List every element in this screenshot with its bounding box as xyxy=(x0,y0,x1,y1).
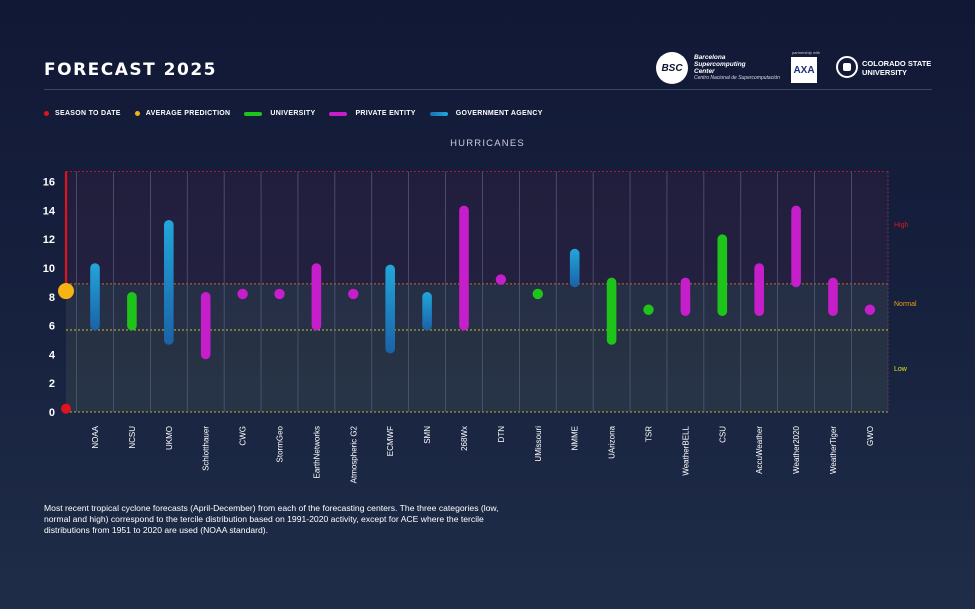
x-tick-label: UArizona xyxy=(608,425,617,458)
x-tick-label: 268Wx xyxy=(460,426,469,451)
forecast-range-accuweather xyxy=(754,263,764,316)
y-tick-label: 2 xyxy=(49,378,55,390)
x-tick-label: Weather2020 xyxy=(792,425,801,473)
average-prediction-marker xyxy=(58,283,74,300)
bsc-logo-mark: BSC xyxy=(656,52,688,84)
forecast-point-atmospheric-g2 xyxy=(348,288,359,300)
season-to-date-swatch xyxy=(44,111,49,116)
band-high xyxy=(66,171,888,284)
forecast-point-gwo xyxy=(864,304,876,315)
bsc-logo: BSC Barcelona Supercomputing Center Cent… xyxy=(656,52,780,84)
legend-item-average-prediction: AVERAGE PREDICTION xyxy=(134,110,231,117)
csu-logo-text: COLORADO STATE UNIVERSITY xyxy=(862,59,932,77)
band-label-low: Low xyxy=(894,366,908,373)
forecast-range-268wx xyxy=(459,205,469,331)
x-tick-label: DTN xyxy=(497,426,506,443)
bsc-line1: Barcelona xyxy=(694,54,726,61)
band-low xyxy=(66,329,888,412)
forecast-range-csu xyxy=(717,234,728,316)
y-tick-label: 10 xyxy=(43,263,55,275)
y-tick-label: 4 xyxy=(49,349,56,361)
axa-mark: AXA xyxy=(791,57,817,83)
x-tick-label: WeatherBELL xyxy=(681,425,690,475)
private-entity-swatch xyxy=(329,111,348,116)
university-swatch xyxy=(244,111,263,116)
legend-label: SEASON TO DATE xyxy=(55,110,121,117)
x-tick-label: GWO xyxy=(866,426,875,446)
forecast-range-weathertiger xyxy=(828,277,838,316)
season-to-date-marker xyxy=(61,403,71,414)
x-tick-label: NCSU xyxy=(128,426,137,449)
y-tick-label: 6 xyxy=(49,321,55,333)
x-tick-label: WeatherTiger xyxy=(829,426,838,474)
legend-item-private-entity: PRIVATE ENTITY xyxy=(329,110,415,117)
forecast-range-weatherbell xyxy=(680,277,691,316)
forecast-range-earthnetworks xyxy=(311,263,322,331)
y-tick-label: 14 xyxy=(43,205,56,217)
header-divider xyxy=(44,89,932,90)
x-tick-label: AccuWeather xyxy=(755,426,764,474)
bsc-line4: Centro Nacional de Supercomputación xyxy=(694,75,780,81)
x-tick-label: Schlotthauer xyxy=(202,426,211,471)
x-tick-label: UKMO xyxy=(165,426,174,450)
forecast-range-ncsu xyxy=(127,292,137,331)
y-tick-label: 12 xyxy=(43,234,55,246)
y-tick-label: 16 xyxy=(43,177,55,189)
axa-logo: partnership with AXA xyxy=(791,50,821,84)
forecast-range-schlotthauer xyxy=(200,292,211,360)
csu-line2: UNIVERSITY xyxy=(862,67,908,77)
x-tick-label: TSR xyxy=(645,426,654,442)
legend-item-season-to-date: SEASON TO DATE xyxy=(44,110,121,117)
legend-label: GOVERNMENT AGENCY xyxy=(455,110,543,117)
csu-logo: COLORADO STATE UNIVERSITY xyxy=(836,56,936,80)
legend-label: UNIVERSITY xyxy=(270,110,316,117)
csu-line1: COLORADO STATE xyxy=(862,59,932,68)
legend-label: AVERAGE PREDICTION xyxy=(145,110,231,117)
chart-title: HURRICANES xyxy=(450,138,525,149)
government-agency-swatch xyxy=(429,111,448,116)
legend: SEASON TO DATE AVERAGE PREDICTION UNIVER… xyxy=(44,110,557,117)
x-tick-label: StormGeo xyxy=(276,425,285,462)
bsc-line3: Center xyxy=(694,68,715,75)
average-prediction-swatch xyxy=(134,111,140,116)
x-tick-label: SMN xyxy=(423,426,432,444)
forecast-point-tsr xyxy=(643,304,654,315)
footnote: Most recent tropical cyclone forecasts (… xyxy=(44,503,499,535)
forecast-range-nmme xyxy=(569,248,580,288)
x-tick-label: Atmospheric G2 xyxy=(349,425,358,483)
x-tick-label: EarthNetworks xyxy=(312,426,321,478)
x-tick-label: CSU xyxy=(718,426,727,443)
x-tick-label: NOAA xyxy=(91,425,100,448)
bsc-line2: Supercomputing xyxy=(694,61,746,68)
band-label-normal: Normal xyxy=(894,301,917,308)
forecast-point-stormgeo xyxy=(274,288,285,300)
forecast-range-weather2020 xyxy=(791,205,801,288)
x-tick-label: UMissouri xyxy=(534,426,543,462)
bsc-logo-text: Barcelona Supercomputing Center Centro N… xyxy=(694,54,784,82)
forecast-range-noaa xyxy=(90,263,100,331)
forecast-point-cwg xyxy=(237,288,248,300)
legend-label: PRIVATE ENTITY xyxy=(355,110,416,117)
y-tick-label: 0 xyxy=(49,407,55,419)
axa-caption: partnership with xyxy=(791,50,821,55)
ram-icon xyxy=(836,56,858,78)
x-tick-label: CWG xyxy=(239,426,248,446)
forecast-range-smn xyxy=(422,292,432,331)
y-tick-label: 8 xyxy=(49,292,55,304)
band-normal xyxy=(66,283,888,330)
x-tick-label: ECMWF xyxy=(386,426,395,456)
forecast-point-umissouri xyxy=(532,288,543,300)
legend-item-university: UNIVERSITY xyxy=(244,110,315,117)
forecast-range-ecmwf xyxy=(385,264,395,354)
forecast-range-uarizona xyxy=(606,277,617,345)
forecast-range-ukmo xyxy=(164,220,174,345)
band-label-high: High xyxy=(894,222,909,229)
page-title: FORECAST 2025 xyxy=(44,60,217,80)
forecast-point-dtn xyxy=(495,274,507,285)
x-tick-label: NMME xyxy=(571,426,580,450)
legend-item-government-agency: GOVERNMENT AGENCY xyxy=(429,110,543,117)
